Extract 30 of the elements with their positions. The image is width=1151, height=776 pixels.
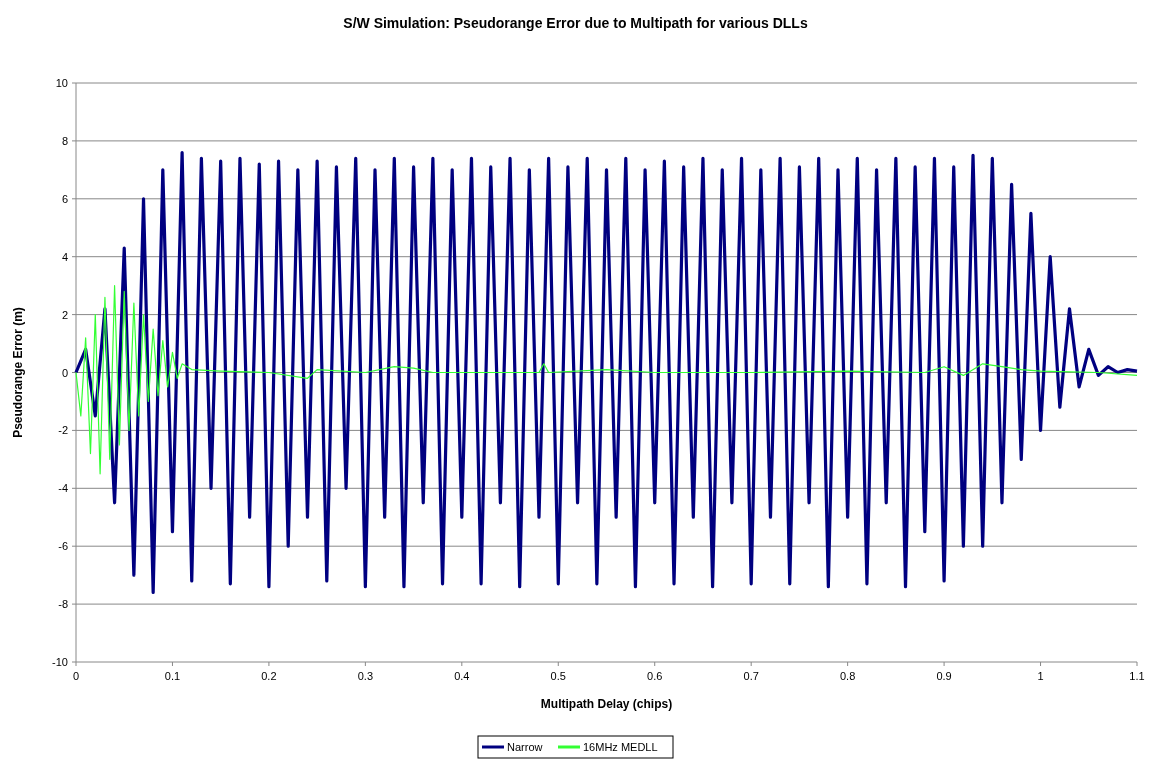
x-tick-label: 0.9: [936, 670, 952, 682]
x-tick-label: 0: [72, 670, 80, 682]
chart-title: S/W Simulation: Pseudorange Error due to Multipath for various DLLs: [343, 15, 808, 31]
y-tick-label: -6: [58, 540, 68, 553]
x-tick-label: 0.1: [164, 670, 181, 682]
y-tick-label: 6: [61, 192, 68, 205]
line-series: [74, 150, 1139, 595]
x-tick-label: 1.1: [1129, 670, 1145, 682]
y-tick-label: -10: [52, 656, 68, 668]
y-tick-label: -4: [58, 482, 68, 495]
legend-label: 16MHz MEDLL: [583, 741, 658, 753]
x-tick-label: 0.6: [647, 670, 663, 682]
y-tick-label: 8: [61, 134, 68, 147]
y-tick-label: 2: [61, 308, 68, 321]
x-tick-label: 0.7: [743, 670, 759, 682]
x-tick-label: 0.3: [357, 670, 374, 682]
legend-label: Narrow: [507, 741, 543, 753]
x-tick-label: 0.8: [839, 670, 856, 682]
x-tick-label: 0.5: [550, 670, 566, 682]
y-tick-label: -8: [58, 598, 68, 611]
y-tick-label: 10: [55, 77, 68, 89]
x-axis-title: Multipath Delay (chips): [540, 697, 673, 711]
x-tick-label: 0.4: [454, 670, 470, 682]
y-tick-label: -2: [58, 424, 68, 437]
x-tick-label: 0.2: [261, 670, 277, 682]
y-axis-title: Pseudorange Error (m): [11, 307, 25, 438]
line-series: [75, 285, 1138, 475]
x-tick-label: 1: [1037, 670, 1044, 682]
y-tick-label: 4: [61, 250, 68, 263]
y-tick-label: 0: [61, 366, 68, 379]
